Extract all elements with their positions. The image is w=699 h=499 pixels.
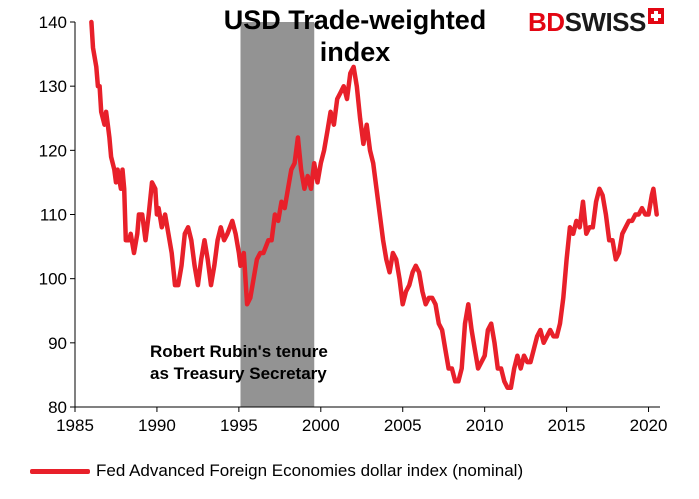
series-line-fed-afe-dollar-index: [89, 19, 659, 391]
x-tick-label: 1990: [138, 416, 176, 435]
chart-annotation: Robert Rubin's tenure as Treasury Secret…: [150, 341, 380, 385]
y-axis: 80 90 100 110 120 130 140: [39, 13, 76, 417]
y-tick-label: 140: [39, 13, 67, 32]
y-tick-label: 110: [40, 206, 67, 225]
x-tick-label: 2020: [630, 416, 668, 435]
annotation-line-1: Robert Rubin's tenure: [150, 342, 328, 361]
chart-legend: Fed Advanced Foreign Economies dollar in…: [30, 459, 523, 483]
swiss-cross-icon: [647, 8, 664, 24]
x-axis: 1985 1990 1995 2000 2005 2010 2015 2020: [56, 406, 668, 435]
x-tick-label: 2015: [548, 416, 586, 435]
legend-swatch: [30, 468, 90, 474]
bdswiss-logo: BD SWISS: [528, 6, 664, 37]
y-tick-label: 100: [39, 270, 67, 289]
x-tick-label: 2000: [302, 416, 340, 435]
x-tick-label: 2010: [466, 416, 504, 435]
y-tick-label: 120: [39, 141, 67, 160]
y-tick-label: 90: [48, 334, 67, 353]
legend-label: Fed Advanced Foreign Economies dollar in…: [96, 461, 524, 480]
annotation-line-2: as Treasury Secretary: [150, 364, 327, 383]
y-tick-label: 80: [48, 398, 67, 417]
logo-text-bd: BD: [528, 6, 565, 37]
x-tick-label: 1985: [56, 416, 94, 435]
logo-text-swiss: SWISS: [564, 6, 647, 37]
y-tick-label: 130: [39, 77, 67, 96]
x-tick-label: 2005: [384, 416, 422, 435]
x-tick-label: 1995: [220, 416, 258, 435]
